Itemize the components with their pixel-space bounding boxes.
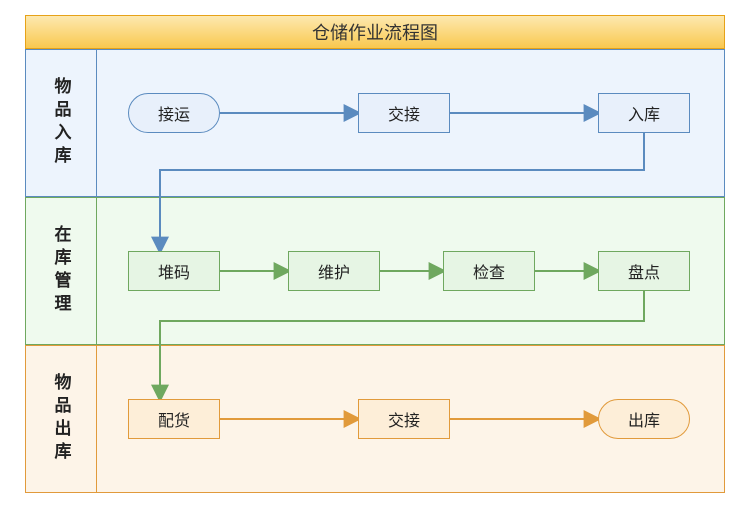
node-label: 检查 (473, 259, 505, 283)
node-label: 配货 (158, 407, 190, 431)
diagram-title: 仓储作业流程图 (25, 15, 725, 49)
node-n_ruku: 入库 (598, 93, 690, 133)
lane-label-text: 在库管理 (49, 225, 74, 317)
node-n_jiaojie1: 交接 (358, 93, 450, 133)
node-n_weihu: 维护 (288, 251, 380, 291)
node-n_jieyun: 接运 (128, 93, 220, 133)
flowchart-canvas: 仓储作业流程图 物品入库在库管理物品出库 接运交接入库堆码维护检查盘点配货交接出… (0, 0, 750, 514)
lane-label-text: 物品出库 (49, 373, 74, 465)
node-label: 接运 (158, 101, 190, 125)
lane-label-inbound: 物品入库 (25, 49, 97, 197)
node-n_peihuo: 配货 (128, 399, 220, 439)
node-n_jiaojie2: 交接 (358, 399, 450, 439)
node-label: 出库 (628, 407, 660, 431)
node-label: 入库 (628, 101, 660, 125)
node-label: 堆码 (158, 259, 190, 283)
lane-label-storage: 在库管理 (25, 197, 97, 345)
lane-label-outbound: 物品出库 (25, 345, 97, 493)
node-label: 交接 (388, 407, 420, 431)
node-label: 维护 (318, 259, 350, 283)
node-n_duima: 堆码 (128, 251, 220, 291)
node-n_jiancha: 检查 (443, 251, 535, 291)
node-label: 盘点 (628, 259, 660, 283)
node-label: 交接 (388, 101, 420, 125)
diagram-title-text: 仓储作业流程图 (312, 23, 438, 43)
node-n_chuku: 出库 (598, 399, 690, 439)
node-n_pandian: 盘点 (598, 251, 690, 291)
lane-label-text: 物品入库 (49, 77, 74, 169)
